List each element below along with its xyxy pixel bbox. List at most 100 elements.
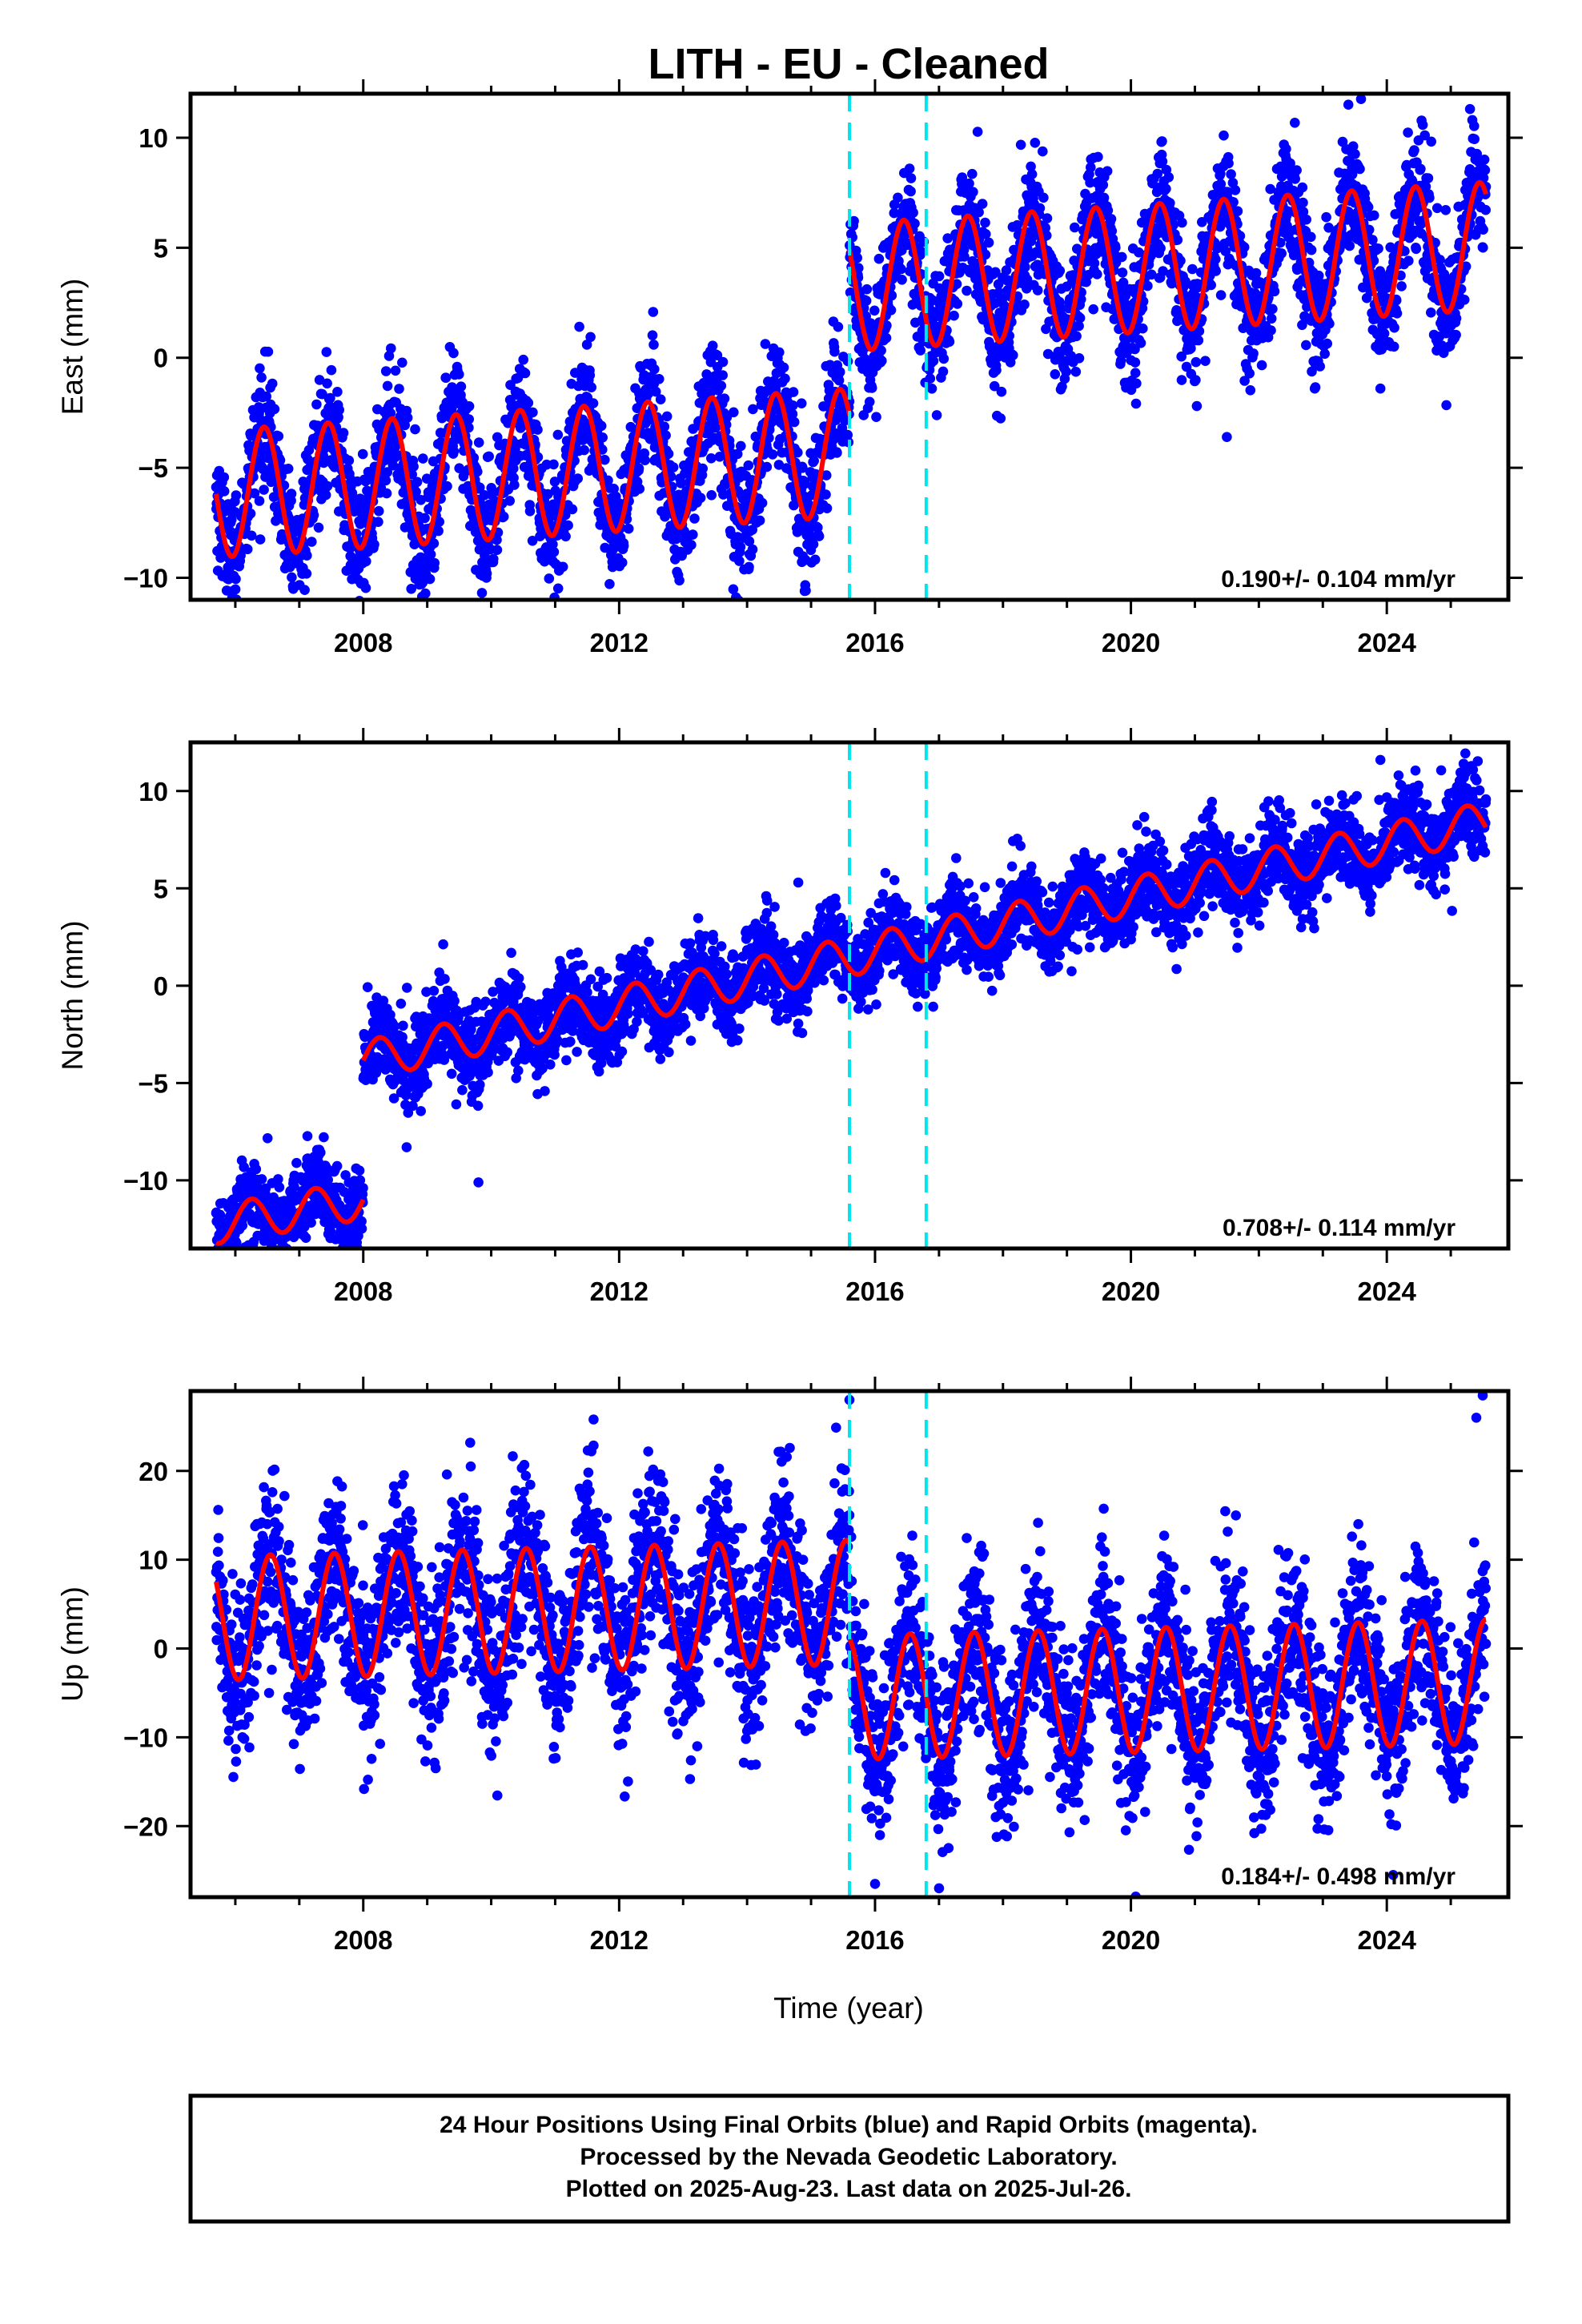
east-point	[544, 573, 555, 584]
east-point	[625, 421, 636, 432]
east-point	[597, 444, 608, 455]
east-point	[1117, 251, 1127, 263]
east-point	[1030, 138, 1041, 148]
east-point	[1098, 179, 1109, 191]
north-point	[263, 1257, 273, 1268]
east-outlier-point	[1343, 99, 1354, 110]
east-point	[303, 454, 313, 464]
east-outlier-point	[1375, 383, 1386, 394]
east-x-tick-label: 2016	[845, 628, 904, 657]
east-point	[1040, 223, 1050, 233]
east-point	[797, 463, 808, 473]
north-point	[262, 1133, 273, 1144]
east-point	[959, 251, 970, 262]
north-point	[319, 1132, 329, 1143]
east-point	[1050, 369, 1061, 380]
east-point	[893, 192, 903, 203]
east-x-tick-label: 2008	[334, 628, 392, 657]
east-point	[504, 496, 515, 506]
east-point	[706, 453, 717, 464]
east-point	[249, 488, 260, 499]
east-point	[951, 279, 962, 290]
east-point	[808, 539, 819, 549]
east-point	[1256, 360, 1267, 371]
east-point	[974, 207, 984, 218]
east-point	[1165, 198, 1175, 208]
east-point	[668, 462, 679, 472]
east-point	[509, 480, 520, 490]
east-point	[1038, 192, 1049, 203]
east-point	[1315, 361, 1325, 372]
east-point	[800, 478, 810, 489]
east-point	[1158, 266, 1168, 276]
east-point	[1088, 304, 1098, 315]
east-point	[1469, 121, 1480, 131]
east-point	[640, 455, 650, 465]
east-point	[928, 356, 939, 367]
east-point	[876, 345, 886, 356]
east-point	[1187, 263, 1198, 275]
east-point	[821, 470, 832, 480]
east-point	[597, 432, 608, 443]
east-point	[655, 394, 666, 405]
north-point	[222, 1287, 232, 1297]
east-point	[464, 414, 474, 424]
east-point	[448, 348, 459, 359]
east-point	[383, 351, 395, 361]
east-point	[904, 163, 915, 174]
east-point	[1163, 172, 1174, 183]
north-point	[255, 1249, 265, 1260]
east-point	[332, 387, 343, 397]
east-point	[268, 492, 279, 502]
east-point	[778, 362, 789, 373]
east-y-tick-label: 10	[139, 123, 168, 153]
east-point	[1038, 146, 1048, 157]
east-point	[1056, 304, 1066, 314]
east-point	[585, 332, 596, 343]
east-point	[428, 538, 440, 549]
east-point	[343, 455, 355, 466]
east-point	[907, 300, 918, 310]
east-point	[789, 416, 800, 428]
east-outlier-point	[406, 584, 416, 594]
east-point	[1267, 304, 1278, 315]
east-point	[896, 263, 906, 275]
east-point	[991, 365, 1002, 376]
east-point	[1276, 248, 1287, 259]
east-point	[780, 373, 790, 384]
east-point	[418, 453, 428, 464]
east-point	[402, 412, 413, 423]
east-point	[716, 380, 727, 392]
east-point	[360, 582, 371, 593]
east-point	[1355, 163, 1365, 175]
east-point	[1459, 295, 1470, 305]
east-point	[977, 199, 988, 209]
east-point	[1440, 204, 1452, 215]
east-point	[420, 513, 430, 524]
east-point	[1098, 192, 1110, 203]
east-point	[308, 509, 319, 521]
east-point	[254, 496, 265, 506]
east-point	[1157, 156, 1168, 167]
east-point	[230, 584, 241, 595]
east-point	[588, 398, 599, 408]
east-point	[1176, 351, 1186, 362]
east-point	[579, 444, 589, 456]
east-point	[1194, 326, 1205, 336]
east-point	[735, 541, 746, 553]
north-point	[212, 1256, 223, 1266]
east-point	[1281, 143, 1291, 155]
east-point	[767, 449, 778, 460]
north-point	[217, 1262, 227, 1273]
east-point	[761, 461, 773, 472]
east-point	[931, 410, 942, 420]
east-point	[1131, 378, 1142, 389]
east-point	[877, 356, 887, 366]
east-point	[425, 549, 436, 560]
north-point	[331, 1160, 343, 1172]
east-point	[1266, 313, 1277, 324]
east-point	[572, 473, 583, 484]
east-point	[972, 127, 983, 137]
east-point	[964, 178, 974, 189]
